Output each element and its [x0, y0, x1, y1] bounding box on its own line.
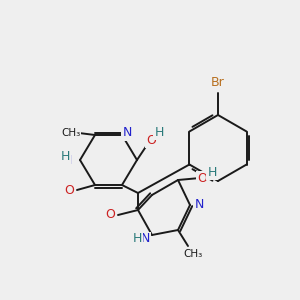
- Text: H: H: [60, 149, 70, 163]
- Text: N: N: [140, 232, 150, 245]
- Text: CH₃: CH₃: [183, 249, 202, 259]
- Text: O: O: [105, 208, 115, 221]
- Text: N: N: [194, 199, 204, 212]
- Text: O: O: [64, 184, 74, 196]
- Text: Br: Br: [211, 76, 225, 89]
- Text: CH₃: CH₃: [61, 128, 81, 138]
- Text: O: O: [197, 172, 207, 184]
- Text: H: H: [132, 232, 142, 245]
- Text: H: H: [154, 125, 164, 139]
- Text: H: H: [207, 166, 217, 178]
- Text: N: N: [122, 127, 132, 140]
- Text: N: N: [63, 154, 72, 166]
- Text: O: O: [146, 134, 156, 146]
